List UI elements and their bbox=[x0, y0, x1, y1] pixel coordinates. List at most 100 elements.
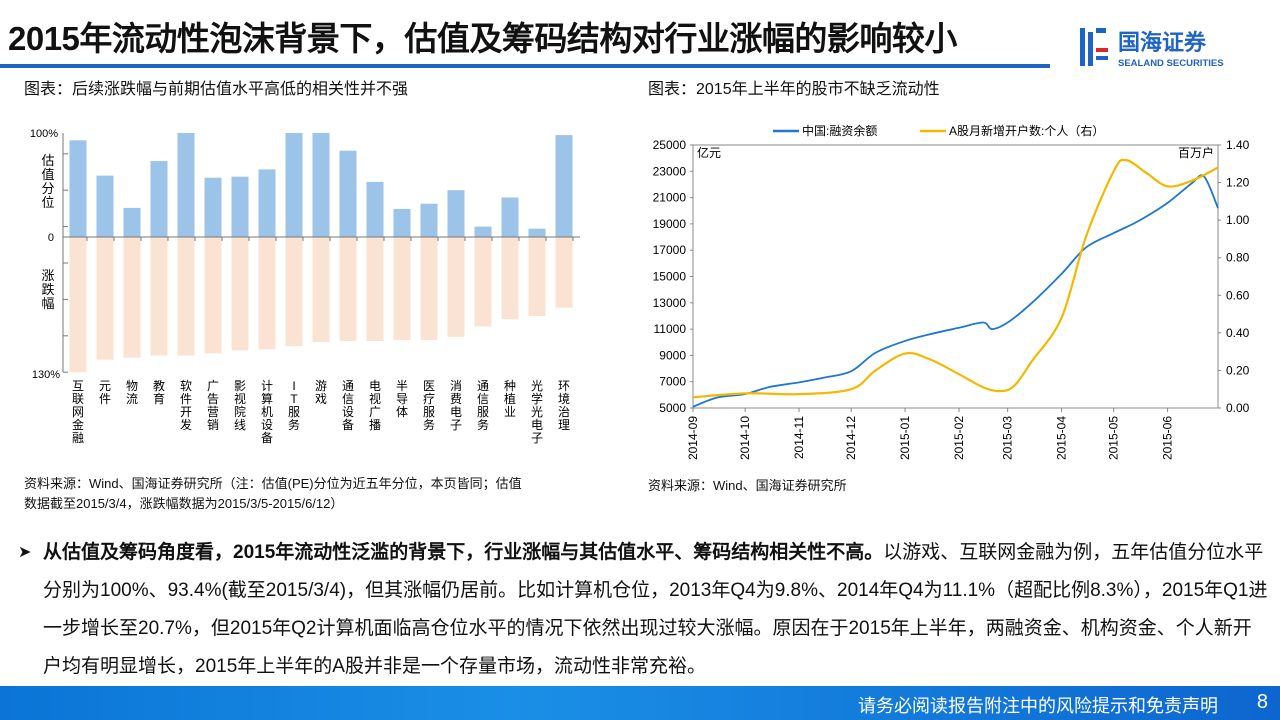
svg-text:子: 子 bbox=[531, 431, 543, 445]
svg-text:元: 元 bbox=[99, 379, 111, 393]
svg-text:理: 理 bbox=[558, 418, 570, 432]
svg-text:植: 植 bbox=[504, 391, 516, 406]
category-label: 元件 bbox=[99, 379, 111, 406]
svg-text:育: 育 bbox=[153, 391, 165, 406]
y-left-tick-label: 13000 bbox=[653, 296, 687, 310]
left-chart-caption: 图表：后续涨跌幅与前期估值水平高低的相关性并不强 bbox=[24, 81, 409, 98]
left-source: 资料来源：Wind、国海证券研究所（注：估值(PE)分位为近五年分位，本页皆同；… bbox=[24, 474, 522, 514]
x-tick-label: 2014-12 bbox=[844, 416, 858, 460]
bullet-arrow-icon: ➤ bbox=[18, 544, 32, 561]
svg-text:开: 开 bbox=[180, 405, 192, 419]
valuation-bar bbox=[474, 226, 492, 237]
title-divider bbox=[0, 64, 1050, 68]
change-bar bbox=[393, 237, 411, 340]
right-source: 资料来源：Wind、国海证券研究所 bbox=[648, 478, 847, 493]
left-unit-label: 亿元 bbox=[697, 145, 721, 160]
valuation-bar bbox=[285, 133, 303, 237]
y-right-tick-label: 1.00 bbox=[1226, 213, 1250, 227]
svg-text:通: 通 bbox=[477, 379, 489, 393]
svg-text:游: 游 bbox=[315, 379, 327, 393]
svg-text:播: 播 bbox=[369, 418, 381, 432]
svg-text:务: 务 bbox=[423, 417, 435, 432]
svg-text:疗: 疗 bbox=[423, 392, 435, 406]
change-bar bbox=[555, 237, 573, 308]
valuation-bar bbox=[123, 207, 141, 237]
right-chart-caption: 图表：2015年上半年的股市不缺乏流动性 bbox=[648, 81, 940, 98]
x-tick-label: 2014-11 bbox=[792, 416, 806, 459]
svg-text:体: 体 bbox=[396, 405, 408, 419]
svg-text:设: 设 bbox=[261, 418, 273, 432]
svg-text:估: 估 bbox=[41, 153, 54, 168]
svg-text:告: 告 bbox=[207, 392, 219, 406]
svg-text:电: 电 bbox=[450, 405, 462, 419]
svg-text:线: 线 bbox=[234, 418, 246, 432]
valuation-bar bbox=[528, 228, 546, 237]
svg-text:融: 融 bbox=[72, 431, 84, 445]
svg-text:通: 通 bbox=[342, 379, 354, 393]
series-line-2 bbox=[692, 158, 1219, 399]
y-left-tick-label: 15000 bbox=[653, 270, 687, 284]
y-left-tick-label: 7000 bbox=[659, 375, 686, 389]
category-label: 种植业 bbox=[504, 379, 516, 419]
svg-text:信: 信 bbox=[477, 392, 489, 406]
change-bar bbox=[177, 237, 195, 356]
logo-cn: 国海证券 bbox=[1118, 30, 1207, 55]
svg-text:T: T bbox=[290, 392, 298, 406]
svg-text:分: 分 bbox=[41, 181, 54, 196]
page-title: 2015年流动性泡沫背景下，估值及筹码结构对行业涨幅的影响较小 bbox=[8, 20, 957, 57]
valuation-bar bbox=[96, 175, 114, 237]
change-bar bbox=[447, 237, 465, 337]
svg-text:销: 销 bbox=[207, 418, 219, 432]
svg-text:境: 境 bbox=[558, 391, 570, 406]
y-left-tick-label: 11000 bbox=[654, 322, 687, 336]
svg-text:互: 互 bbox=[72, 379, 84, 393]
svg-text:联: 联 bbox=[72, 392, 84, 406]
svg-text:跌: 跌 bbox=[41, 282, 54, 297]
svg-text:广: 广 bbox=[369, 405, 381, 419]
svg-text:服: 服 bbox=[477, 405, 489, 419]
liquidity-chart: 5000 7000 9000 11000 13000 15000 17000 19000 210… bbox=[653, 123, 1250, 460]
svg-text:计: 计 bbox=[261, 379, 273, 393]
change-bar bbox=[474, 237, 492, 327]
svg-text:务: 务 bbox=[477, 417, 489, 432]
logo-mark-icon: 国海证券 SEALAND SECURITIES bbox=[1080, 28, 1224, 69]
valuation-bar bbox=[150, 161, 168, 237]
change-bar bbox=[258, 237, 276, 350]
svg-text:戏: 戏 bbox=[315, 392, 327, 406]
change-bar bbox=[285, 237, 303, 347]
right-unit-label: 百万户 bbox=[1178, 145, 1214, 160]
y-left-tick-label: 9000 bbox=[659, 348, 686, 362]
top-axis-title: 估值分位 bbox=[41, 153, 54, 210]
svg-text:幅: 幅 bbox=[41, 296, 54, 311]
category-label: 教育 bbox=[153, 378, 165, 406]
change-bar bbox=[96, 237, 114, 360]
svg-text:种: 种 bbox=[504, 379, 516, 393]
svg-text:费: 费 bbox=[450, 392, 462, 406]
body-rest: 以游戏、互联网金融为例，五年估值分位水平分别为100%、93.4%(截至2015… bbox=[43, 542, 1268, 677]
svg-text:位: 位 bbox=[41, 195, 54, 210]
valuation-bar bbox=[177, 133, 195, 237]
valuation-bar bbox=[204, 177, 222, 237]
y-left-tick-label: 21000 bbox=[653, 191, 687, 205]
svg-text:设: 设 bbox=[342, 405, 354, 419]
svg-text:备: 备 bbox=[261, 431, 273, 445]
svg-text:营: 营 bbox=[207, 405, 219, 419]
svg-text:环: 环 bbox=[558, 379, 570, 393]
left-source-line1: 资料来源：Wind、国海证券研究所（注：估值(PE)分位为近五年分位，本页皆同；… bbox=[24, 476, 522, 491]
svg-text:治: 治 bbox=[558, 405, 570, 419]
page-number: 8 bbox=[1256, 691, 1268, 713]
svg-text:子: 子 bbox=[450, 418, 462, 432]
valuation-bar bbox=[69, 140, 87, 237]
body-text: ➤ 从估值及筹码角度看，2015年流动性泛滥的背景下，行业涨幅与其估值水平、筹码… bbox=[18, 534, 1268, 686]
svg-text:发: 发 bbox=[180, 417, 192, 432]
svg-text:院: 院 bbox=[234, 405, 246, 419]
change-bar bbox=[501, 237, 519, 320]
legend-label: A股月新增开户数:个人（右） bbox=[949, 123, 1104, 138]
svg-text:电: 电 bbox=[369, 379, 381, 393]
y-right-tick-label: 0.80 bbox=[1226, 251, 1250, 265]
svg-text:消: 消 bbox=[450, 379, 462, 393]
